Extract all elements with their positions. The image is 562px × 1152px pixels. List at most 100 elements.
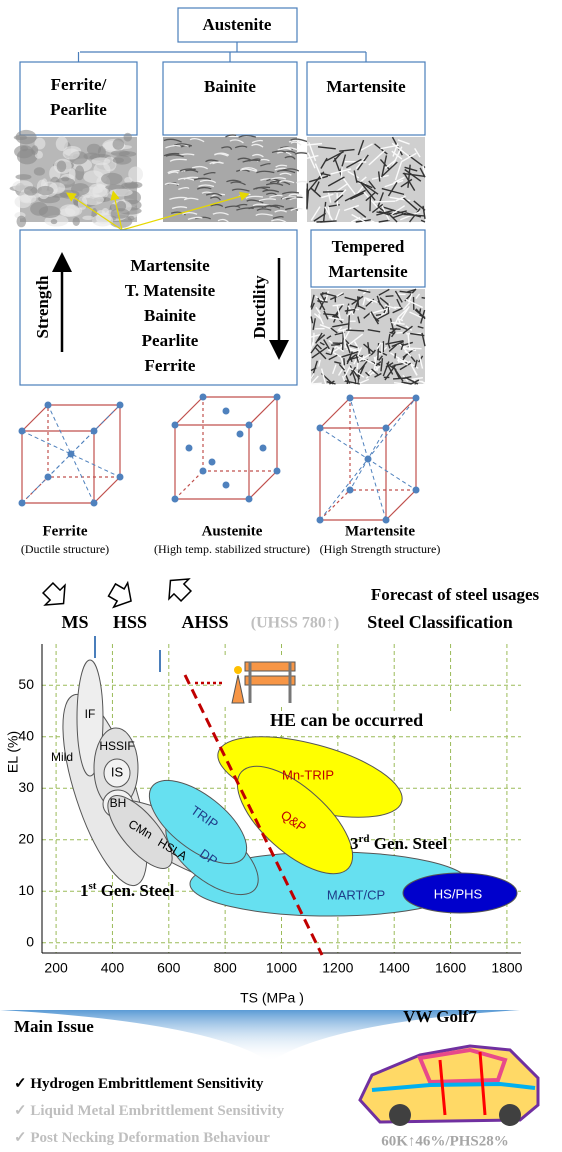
grain: [92, 214, 113, 226]
atom: [91, 500, 98, 507]
cube-edge: [249, 471, 277, 499]
region-label: Mild: [51, 750, 73, 764]
check: ✓: [14, 1076, 30, 1092]
issue-text: Post Necking Deformation Behaviour: [30, 1130, 270, 1146]
label: 60K↑46%/PHS28%: [381, 1133, 509, 1149]
atom: [246, 496, 253, 503]
annotation: 1st Gen. Steel: [80, 880, 175, 900]
grain: [14, 145, 34, 158]
issue-item: ✓ Hydrogen Embrittlement Sensitivity: [14, 1076, 264, 1092]
cube-edge: [320, 398, 350, 428]
micrograph: [163, 135, 312, 222]
branch-box: [307, 62, 425, 135]
label: T. Matensite: [125, 281, 216, 300]
label: Main Issue: [14, 1017, 94, 1036]
cube-edge: [175, 471, 203, 499]
cube-edge: [94, 477, 120, 503]
atom: [365, 456, 372, 463]
region-label: HS/PHS: [434, 886, 483, 901]
label: VW Golf7: [403, 1007, 477, 1026]
annotation-part: 1: [80, 881, 89, 900]
label: Martensite: [326, 77, 406, 96]
x-tick-label: 1000: [266, 960, 297, 976]
annotation-part: Gen. Steel: [96, 881, 174, 900]
atom: [200, 394, 207, 401]
cube-edge: [22, 405, 48, 431]
grain: [124, 133, 132, 142]
label: Strength: [33, 275, 52, 339]
atom: [383, 517, 390, 524]
figure: AusteniteFerrite/PearliteBainiteMartensi…: [0, 0, 562, 1152]
annotation-part: 3: [350, 834, 359, 853]
y-tick-label: 10: [18, 882, 34, 898]
atom: [172, 422, 179, 429]
micrograph: [307, 137, 425, 222]
region-label: MART/CP: [327, 887, 385, 902]
label: Martensite: [328, 262, 408, 281]
trend-arrow: [161, 571, 196, 606]
grain: [69, 168, 76, 179]
atom: [413, 487, 420, 494]
x-tick-label: 200: [44, 960, 68, 976]
grain: [128, 166, 143, 181]
annotation-part: Gen. Steel: [370, 834, 448, 853]
grain: [82, 216, 94, 220]
grain: [111, 150, 130, 156]
atom: [237, 431, 244, 438]
x-tick-label: 1600: [435, 960, 466, 976]
grain: [113, 158, 124, 163]
atom: [68, 451, 75, 458]
grain: [109, 189, 133, 197]
grain: [17, 216, 27, 228]
grain: [37, 186, 53, 195]
label: Bainite: [144, 306, 196, 325]
grain: [420, 308, 421, 313]
crystal-cube: [19, 402, 124, 507]
atom: [260, 445, 267, 452]
check: ✓: [14, 1130, 30, 1146]
annotation-part: rd: [359, 833, 370, 845]
note: (High temp. stabilized structure): [154, 542, 310, 556]
issue-item: ✓ Liquid Metal Embrittlement Sensitivity: [14, 1103, 285, 1119]
cube-edge: [175, 397, 203, 425]
y-tick-label: 20: [18, 830, 34, 846]
label: Forecast of steel usages: [371, 585, 540, 604]
cube-edge: [386, 490, 416, 520]
label: Martensite: [130, 256, 210, 275]
atom: [347, 487, 354, 494]
atom: [91, 428, 98, 435]
grain: [111, 208, 130, 219]
atom: [347, 395, 354, 402]
atom: [200, 468, 207, 475]
x-axis-label: TS (MPa ): [240, 990, 304, 1006]
label: Ductility: [250, 275, 269, 339]
barrier-board: [245, 676, 295, 685]
grain: [16, 130, 37, 144]
region-label: IF: [85, 707, 96, 721]
grain: [19, 194, 37, 203]
cube-edge: [249, 397, 277, 425]
trend-arrow: [105, 578, 138, 613]
atom: [209, 459, 216, 466]
grain: [415, 383, 417, 384]
label: (UHSS 780↑): [251, 615, 339, 632]
region-label: BH: [110, 796, 127, 810]
label: Austenite: [203, 15, 272, 34]
atom: [274, 394, 281, 401]
atom: [274, 468, 281, 475]
label: Ferrite: [145, 356, 196, 375]
atom: [19, 500, 26, 507]
grain: [343, 333, 344, 350]
cube-edge: [320, 490, 350, 520]
annotation: 3rd Gen. Steel: [350, 833, 448, 853]
micrograph: [10, 130, 143, 228]
grain: [113, 139, 125, 150]
region-label: Mn-TRIP: [282, 767, 334, 782]
grain: [422, 298, 425, 299]
label: Steel Classification: [367, 612, 513, 632]
issue-text: Liquid Metal Embrittlement Sensitivity: [30, 1103, 284, 1119]
grain: [60, 204, 80, 217]
atom: [413, 395, 420, 402]
y-tick-label: 30: [18, 779, 34, 795]
branch-box: [20, 62, 137, 135]
